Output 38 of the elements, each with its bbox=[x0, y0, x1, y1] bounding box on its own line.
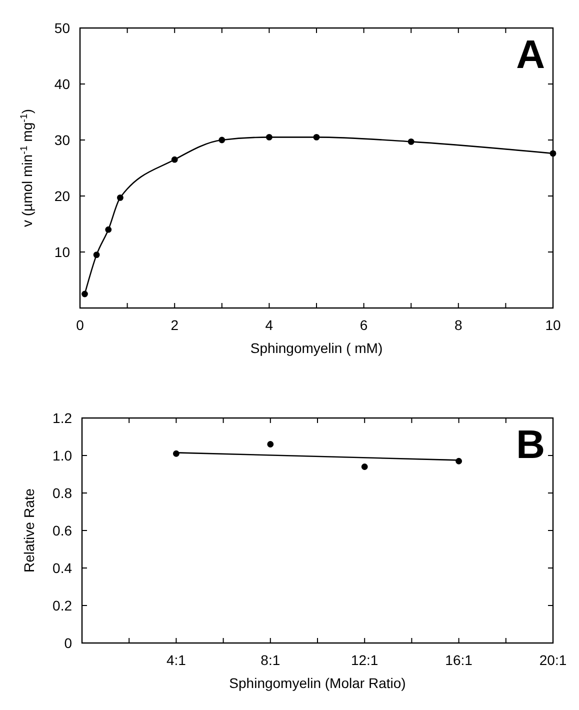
x-tick-label: 4:1 bbox=[166, 652, 186, 668]
y-tick-label: 30 bbox=[54, 132, 70, 148]
point bbox=[218, 136, 226, 144]
x-tick-label: 20:1 bbox=[539, 652, 567, 668]
y-tick-label: 40 bbox=[54, 76, 70, 92]
y-tick-label: 20 bbox=[54, 188, 70, 204]
x-tick-label: 8 bbox=[454, 317, 462, 333]
point bbox=[82, 290, 88, 298]
x-tick-label: 12:1 bbox=[350, 652, 378, 668]
x-tick-label: 16:1 bbox=[445, 652, 473, 668]
x-axis-title: Sphingomyelin ( mM) bbox=[250, 340, 383, 356]
x-tick-label: 2 bbox=[170, 317, 179, 333]
y-tick-label: 1.0 bbox=[52, 448, 72, 464]
y-axis-title: Relative Rate bbox=[21, 488, 37, 573]
point bbox=[408, 138, 414, 145]
point bbox=[550, 150, 556, 157]
y-tick-label: 0.2 bbox=[52, 598, 72, 614]
y-tick-label: 1.2 bbox=[52, 410, 72, 426]
point bbox=[313, 134, 320, 140]
x-tick-label: 10 bbox=[545, 317, 561, 333]
point bbox=[93, 252, 100, 258]
x-tick-label: 8:1 bbox=[260, 652, 280, 668]
y-tick-label: 0.4 bbox=[52, 560, 72, 576]
y-tick-label: 50 bbox=[54, 20, 70, 36]
chart-title: B bbox=[516, 423, 545, 467]
y-tick-label: 10 bbox=[54, 244, 70, 260]
point bbox=[117, 194, 124, 201]
point bbox=[171, 156, 178, 163]
point bbox=[105, 226, 112, 233]
x-tick-label: 0 bbox=[76, 317, 84, 333]
point bbox=[266, 134, 272, 140]
chart-title: A bbox=[516, 33, 545, 77]
y-tick-label: 0.8 bbox=[52, 485, 72, 501]
y-tick-label: 0.6 bbox=[52, 522, 72, 538]
x-tick-label: 4 bbox=[265, 317, 274, 333]
x-tick-label: 6 bbox=[360, 317, 368, 333]
x-axis-title: Sphingomyelin (Molar Ratio) bbox=[229, 675, 406, 691]
y-tick-label: 0 bbox=[64, 635, 72, 651]
